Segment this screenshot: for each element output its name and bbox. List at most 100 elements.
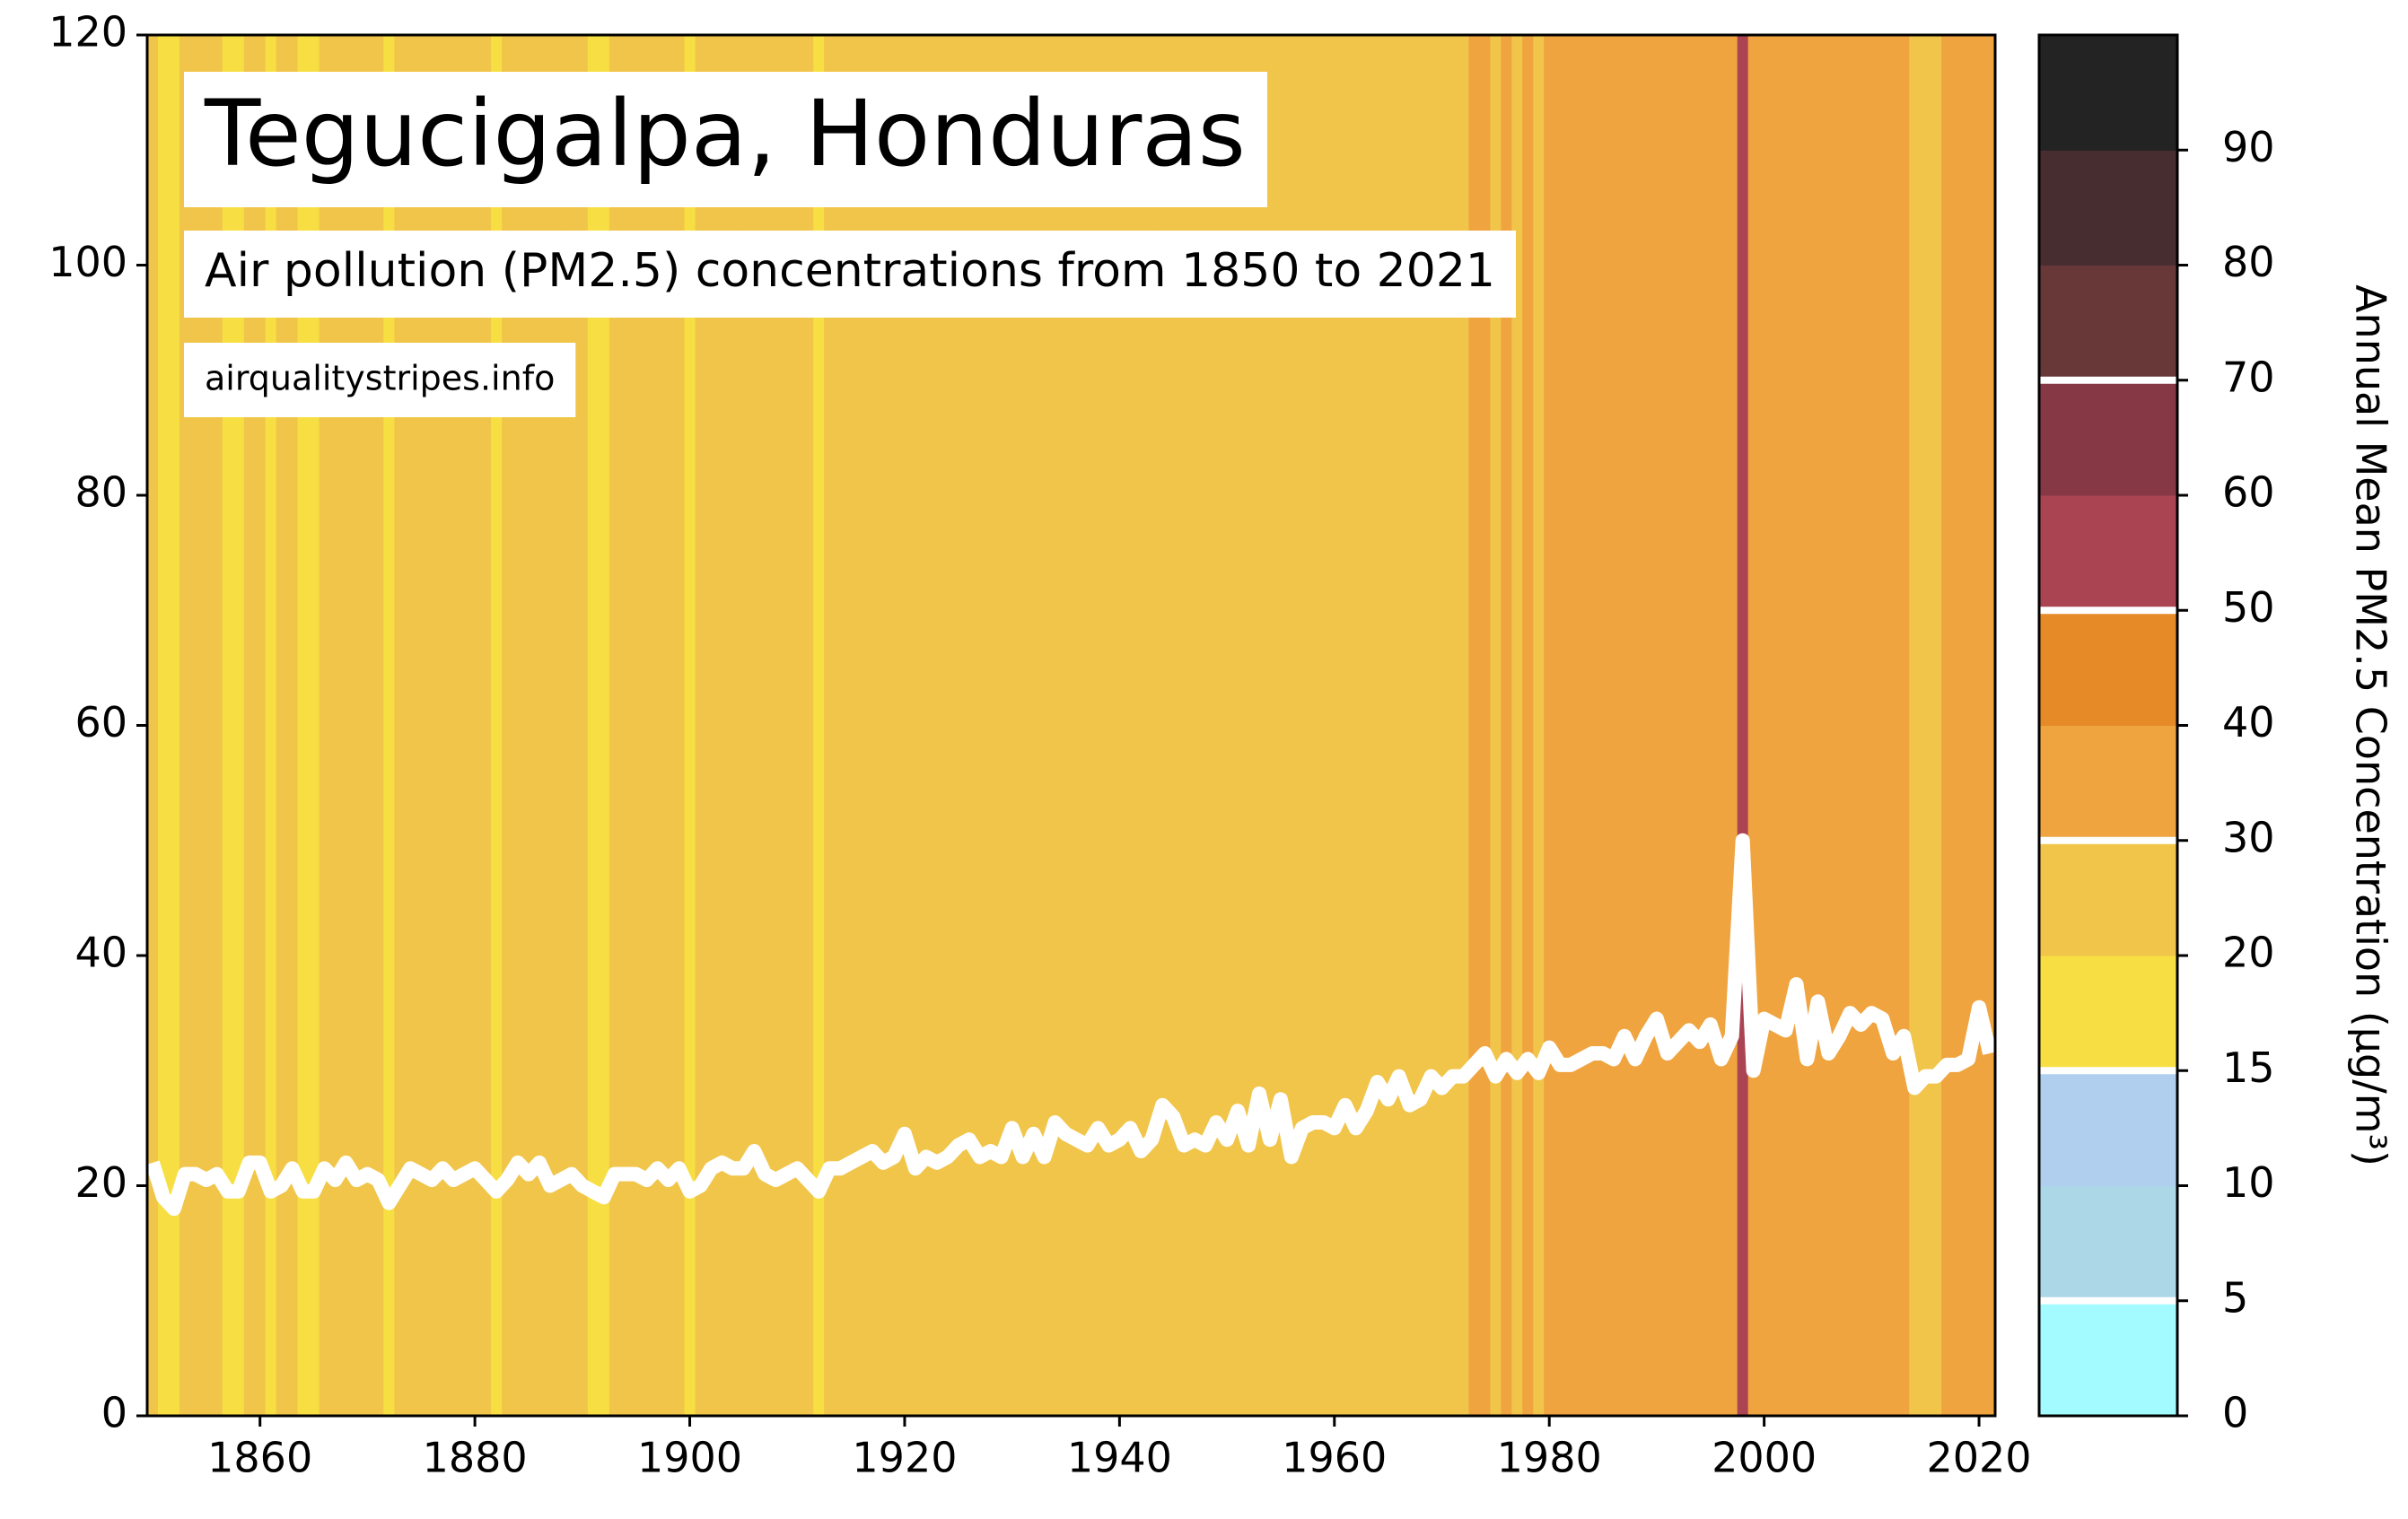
stripe xyxy=(705,35,717,1416)
stripe xyxy=(1931,35,1942,1416)
stripe xyxy=(1920,35,1931,1416)
stripe xyxy=(1801,35,1813,1416)
stripe xyxy=(781,35,792,1416)
stripe xyxy=(1232,35,1244,1416)
stripe xyxy=(652,35,664,1416)
stripe xyxy=(1661,35,1674,1416)
stripe xyxy=(641,35,653,1416)
stripe xyxy=(1243,35,1255,1416)
stripe xyxy=(1436,35,1448,1416)
stripe xyxy=(1168,35,1179,1416)
stripe xyxy=(1812,35,1824,1416)
stripe xyxy=(576,35,589,1416)
stripe xyxy=(952,35,965,1416)
stripe xyxy=(609,35,621,1416)
stripe xyxy=(974,35,986,1416)
stripe xyxy=(1285,35,1298,1416)
colorbar-tick-label: 40 xyxy=(2222,698,2275,746)
stripe xyxy=(1328,35,1341,1416)
colorbar-segment xyxy=(2039,1070,2177,1186)
stripe xyxy=(856,35,868,1416)
colorbar-segment xyxy=(2039,725,2177,842)
colorbar-tick-label: 80 xyxy=(2222,238,2275,286)
colorbar-segment xyxy=(2039,265,2177,381)
colorbar-tick-label: 50 xyxy=(2222,583,2275,632)
stripe xyxy=(1414,35,1427,1416)
colorbar-segment xyxy=(2039,1300,2177,1417)
stripe xyxy=(1060,35,1072,1416)
stripe xyxy=(1737,35,1749,1416)
stripe xyxy=(1952,35,1964,1416)
stripe xyxy=(1887,35,1899,1416)
stripe xyxy=(716,35,728,1416)
stripe xyxy=(1974,35,1985,1416)
stripe xyxy=(1877,35,1888,1416)
colorbar-tick-label: 10 xyxy=(2222,1158,2275,1207)
stripe xyxy=(1780,35,1792,1416)
stripe xyxy=(1769,35,1782,1416)
stripe xyxy=(1898,35,1910,1416)
stripe xyxy=(1114,35,1125,1416)
x-tick-label: 2000 xyxy=(1712,1434,1817,1482)
stripe xyxy=(1629,35,1642,1416)
stripe xyxy=(1371,35,1384,1416)
stripe xyxy=(1726,35,1738,1416)
stripe xyxy=(1017,35,1029,1416)
stripe xyxy=(727,35,739,1416)
stripe xyxy=(1361,35,1373,1416)
stripe xyxy=(1038,35,1051,1416)
stripe xyxy=(1222,35,1233,1416)
stripe xyxy=(1576,35,1588,1416)
stripe xyxy=(1211,35,1222,1416)
colorbar-segment xyxy=(2039,150,2177,266)
stripe xyxy=(878,35,889,1416)
y-tick-label: 40 xyxy=(74,929,127,977)
stripe xyxy=(1598,35,1609,1416)
stripe xyxy=(909,35,922,1416)
y-tick-label: 0 xyxy=(101,1389,127,1437)
stripe xyxy=(888,35,900,1416)
stripe xyxy=(824,35,836,1416)
colorbar-tick-label: 90 xyxy=(2222,123,2275,171)
stripe xyxy=(1157,35,1169,1416)
stripe xyxy=(995,35,1008,1416)
colorbar-label: Annual Mean PM2.5 Concentration (µg/m³) xyxy=(2347,284,2395,1166)
colorbar-tick-label: 20 xyxy=(2222,929,2275,977)
colorbar-segment xyxy=(2039,956,2177,1071)
stripe xyxy=(630,35,643,1416)
x-tick-label: 1920 xyxy=(852,1434,957,1482)
stripe xyxy=(1909,35,1921,1416)
stripe xyxy=(662,35,675,1416)
y-tick-label: 60 xyxy=(74,698,127,746)
stripe xyxy=(920,35,933,1416)
stripe xyxy=(1533,35,1545,1416)
y-tick-label: 80 xyxy=(74,468,127,517)
x-tick-label: 1940 xyxy=(1067,1434,1172,1482)
stripe xyxy=(1608,35,1620,1416)
stripe xyxy=(1834,35,1845,1416)
title-box xyxy=(184,72,1267,207)
stripe xyxy=(1254,35,1265,1416)
colorbar-segment xyxy=(2039,840,2177,956)
colorbar-segment xyxy=(2039,380,2177,496)
stripe xyxy=(1006,35,1019,1416)
stripe xyxy=(1135,35,1147,1416)
stripe xyxy=(1855,35,1867,1416)
stripe xyxy=(1672,35,1685,1416)
stripe xyxy=(1189,35,1201,1416)
stripe xyxy=(1092,35,1104,1416)
line-layer xyxy=(147,833,1995,1217)
stripe xyxy=(1350,35,1362,1416)
stripe xyxy=(1758,35,1771,1416)
stripe xyxy=(1747,35,1760,1416)
stripe xyxy=(759,35,771,1416)
stripe xyxy=(1704,35,1717,1416)
stripe xyxy=(1028,35,1040,1416)
stripe xyxy=(1125,35,1136,1416)
chart-subtitle: Air pollution (PM2.5) concentrations fro… xyxy=(205,244,1495,298)
stripe xyxy=(1984,35,1995,1416)
stripe xyxy=(1318,35,1330,1416)
stripe xyxy=(684,35,696,1416)
data-line xyxy=(147,833,1995,1217)
stripe xyxy=(1178,35,1190,1416)
